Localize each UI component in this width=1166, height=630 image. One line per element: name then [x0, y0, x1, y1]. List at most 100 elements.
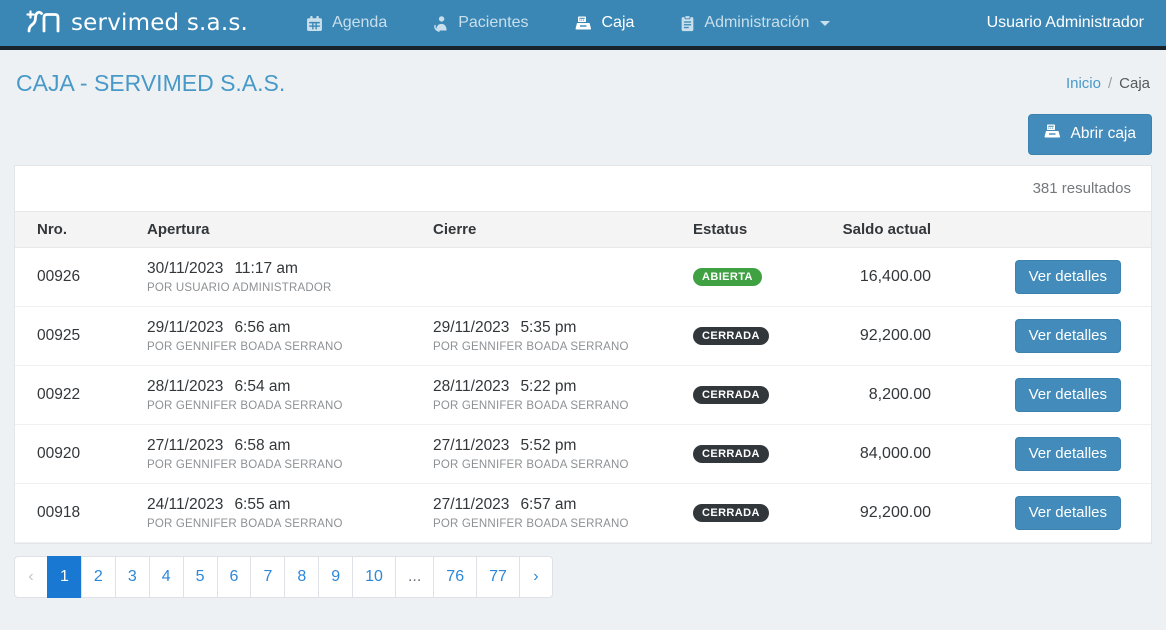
- results-count: 381 resultados: [15, 166, 1151, 211]
- brand-name: servimed s.a.s.: [71, 10, 248, 36]
- nav-item-label: Caja: [602, 14, 635, 32]
- apertura-by: POR GENNIFER BOADA SERRANO: [147, 518, 433, 530]
- apertura-datetime: 27/11/20236:58 am: [147, 437, 433, 455]
- row-nro: 00918: [37, 504, 80, 521]
- nav-item-caja[interactable]: Caja: [575, 14, 635, 32]
- cierre-by: POR GENNIFER BOADA SERRANO: [433, 341, 685, 353]
- pagination-page-9[interactable]: 9: [318, 556, 353, 598]
- pagination-page-8[interactable]: 8: [284, 556, 319, 598]
- main-nav: Agenda Pacientes: [306, 14, 830, 32]
- breadcrumb-current: Caja: [1119, 75, 1150, 92]
- caja-table-body: 00926 30/11/202311:17 am POR USUARIO ADM…: [15, 247, 1151, 542]
- table-header: Nro. Apertura Cierre Estatus Saldo actua…: [15, 211, 1151, 247]
- nav-item-label: Pacientes: [458, 14, 528, 32]
- navbar: servimed s.a.s. Agenda: [0, 0, 1166, 50]
- brand-link[interactable]: servimed s.a.s.: [22, 4, 248, 43]
- row-nro: 00926: [37, 268, 80, 285]
- calendar-icon: [306, 15, 323, 32]
- pagination: ‹12345678910...7677›: [14, 556, 1152, 598]
- pagination-page-10[interactable]: 10: [352, 556, 396, 598]
- header-nro: Nro.: [15, 211, 147, 247]
- table-row: 00925 29/11/20236:56 am POR GENNIFER BOA…: [15, 306, 1151, 365]
- clipboard-icon: [680, 15, 695, 32]
- cierre-datetime: 29/11/20235:35 pm: [433, 319, 685, 337]
- cierre-datetime: [433, 266, 685, 284]
- page-header: CAJA - SERVIMED S.A.S. Inicio / Caja: [0, 50, 1166, 97]
- table-row: 00918 24/11/20236:55 am POR GENNIFER BOA…: [15, 483, 1151, 542]
- caja-card: 381 resultados Nro. Apertura Cierre Esta…: [14, 165, 1152, 544]
- cash-register-icon: [575, 15, 593, 32]
- breadcrumb: Inicio / Caja: [1066, 75, 1150, 92]
- pagination-page-6[interactable]: 6: [217, 556, 252, 598]
- actions-row: Abrir caja: [0, 97, 1166, 155]
- pagination-page-4[interactable]: 4: [149, 556, 184, 598]
- header-saldo: Saldo actual: [827, 211, 947, 247]
- table-row: 00926 30/11/202311:17 am POR USUARIO ADM…: [15, 247, 1151, 306]
- cierre-by: POR GENNIFER BOADA SERRANO: [433, 400, 685, 412]
- nav-item-agenda[interactable]: Agenda: [306, 14, 387, 32]
- cierre-by: POR GENNIFER BOADA SERRANO: [433, 459, 685, 471]
- status-badge: CERRADA: [693, 445, 769, 463]
- table-row: 00922 28/11/20236:54 am POR GENNIFER BOA…: [15, 365, 1151, 424]
- header-apertura: Apertura: [147, 211, 433, 247]
- row-nro: 00922: [37, 386, 80, 403]
- nav-item-label: Agenda: [332, 14, 387, 32]
- cierre-datetime: 27/11/20235:52 pm: [433, 437, 685, 455]
- saldo-value: 92,200.00: [827, 483, 947, 542]
- chevron-down-icon: [820, 21, 830, 26]
- apertura-by: POR GENNIFER BOADA SERRANO: [147, 400, 433, 412]
- pagination-page-76[interactable]: 76: [433, 556, 477, 598]
- cierre-by: POR GENNIFER BOADA SERRANO: [433, 518, 685, 530]
- pagination-page-7[interactable]: 7: [250, 556, 285, 598]
- header-estatus: Estatus: [685, 211, 827, 247]
- header-actions: [947, 211, 1151, 247]
- apertura-datetime: 28/11/20236:54 am: [147, 378, 433, 396]
- breadcrumb-separator: /: [1108, 75, 1112, 92]
- apertura-datetime: 30/11/202311:17 am: [147, 260, 433, 278]
- ver-detalles-button[interactable]: Ver detalles: [1015, 496, 1121, 530]
- saldo-value: 16,400.00: [827, 247, 947, 306]
- status-badge: CERRADA: [693, 504, 769, 522]
- cierre-datetime: 28/11/20235:22 pm: [433, 378, 685, 396]
- saldo-value: 92,200.00: [827, 306, 947, 365]
- pagination-page-3[interactable]: 3: [115, 556, 150, 598]
- apertura-datetime: 24/11/20236:55 am: [147, 496, 433, 514]
- breadcrumb-home-link[interactable]: Inicio: [1066, 75, 1101, 92]
- cash-register-icon: [1044, 123, 1062, 146]
- pagination-page-77[interactable]: 77: [476, 556, 520, 598]
- cierre-datetime: 27/11/20236:57 am: [433, 496, 685, 514]
- apertura-by: POR GENNIFER BOADA SERRANO: [147, 341, 433, 353]
- nav-item-administracion[interactable]: Administración: [680, 14, 830, 32]
- status-badge: CERRADA: [693, 386, 769, 404]
- abrir-caja-label: Abrir caja: [1071, 125, 1136, 144]
- abrir-caja-button[interactable]: Abrir caja: [1028, 114, 1152, 155]
- ver-detalles-button[interactable]: Ver detalles: [1015, 378, 1121, 412]
- user-menu[interactable]: Usuario Administrador: [987, 14, 1144, 32]
- apertura-by: POR GENNIFER BOADA SERRANO: [147, 459, 433, 471]
- saldo-value: 84,000.00: [827, 424, 947, 483]
- table-row: 00920 27/11/20236:58 am POR GENNIFER BOA…: [15, 424, 1151, 483]
- ver-detalles-button[interactable]: Ver detalles: [1015, 319, 1121, 353]
- nav-item-pacientes[interactable]: Pacientes: [433, 14, 528, 32]
- header-cierre: Cierre: [433, 211, 685, 247]
- caja-table: Nro. Apertura Cierre Estatus Saldo actua…: [15, 211, 1151, 543]
- pagination-page-5[interactable]: 5: [183, 556, 218, 598]
- nav-item-label: Administración: [704, 14, 809, 32]
- saldo-value: 8,200.00: [827, 365, 947, 424]
- apertura-datetime: 29/11/20236:56 am: [147, 319, 433, 337]
- ver-detalles-button[interactable]: Ver detalles: [1015, 260, 1121, 294]
- servimed-logo-icon: [22, 4, 64, 43]
- status-badge: CERRADA: [693, 327, 769, 345]
- pagination-page-2[interactable]: 2: [81, 556, 116, 598]
- ver-detalles-button[interactable]: Ver detalles: [1015, 437, 1121, 471]
- page-title: CAJA - SERVIMED S.A.S.: [16, 70, 285, 97]
- pagination-ellipsis: ...: [395, 556, 434, 598]
- status-badge: ABIERTA: [693, 268, 762, 286]
- pagination-prev: ‹: [14, 556, 48, 598]
- patient-icon: [433, 15, 449, 32]
- pagination-page-1[interactable]: 1: [47, 556, 82, 598]
- pagination-next[interactable]: ›: [519, 556, 553, 598]
- row-nro: 00925: [37, 327, 80, 344]
- row-nro: 00920: [37, 445, 80, 462]
- apertura-by: POR USUARIO ADMINISTRADOR: [147, 282, 433, 294]
